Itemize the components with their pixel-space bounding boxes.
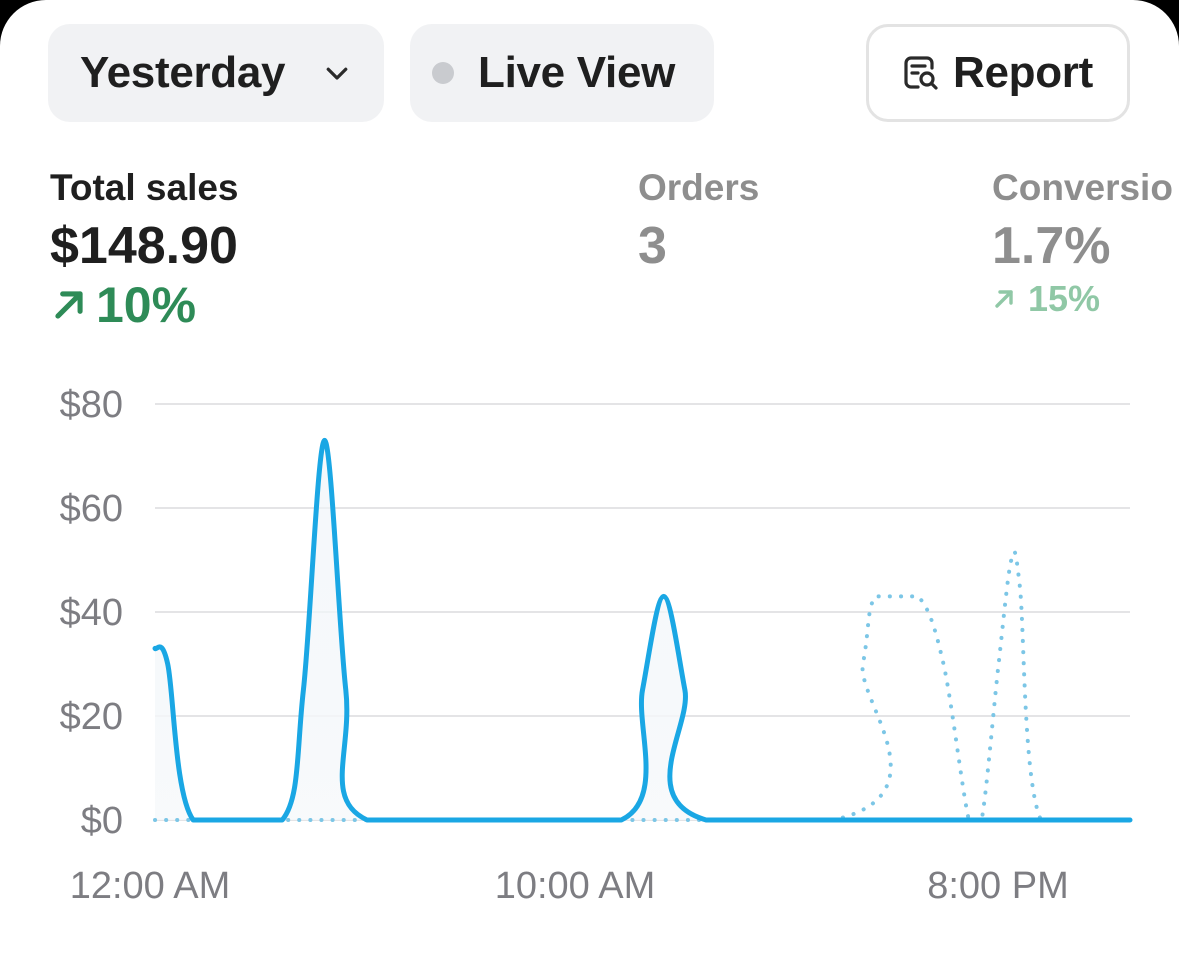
live-view-button[interactable]: Live View xyxy=(410,24,714,122)
arrow-up-right-icon xyxy=(55,291,83,319)
date-range-dropdown[interactable]: Yesterday xyxy=(48,24,384,122)
live-status-dot-icon xyxy=(432,62,454,84)
y-tick-label: $0 xyxy=(81,800,123,842)
metric-total-sales[interactable]: Total sales $148.90 10% xyxy=(50,166,239,334)
live-view-label: Live View xyxy=(478,48,676,97)
date-range-label: Yesterday xyxy=(80,48,286,97)
metric-value: 1.7% xyxy=(992,217,1111,275)
metric-orders[interactable]: Orders 3 xyxy=(638,166,759,276)
series-area xyxy=(155,440,1130,820)
current-series-line xyxy=(152,437,1133,823)
metric-change-value: 15% xyxy=(1028,278,1101,319)
sales-chart: $80 $60 $40 $20 $0 12:00 AM 10:00 AM 8:00 PM xyxy=(60,384,1133,907)
chevron-down-icon xyxy=(326,67,348,80)
report-button[interactable]: Report xyxy=(866,24,1130,122)
y-tick-label: $40 xyxy=(60,592,123,634)
metric-change: 15% xyxy=(992,278,1173,320)
metric-change: 10% xyxy=(50,276,239,334)
arrow-up-right-icon xyxy=(995,290,1013,308)
y-tick-label: $80 xyxy=(60,384,123,426)
metric-value: $148.90 xyxy=(50,217,238,275)
x-tick-label: 10:00 AM xyxy=(495,865,656,907)
x-axis: 12:00 AM 10:00 AM 8:00 PM xyxy=(70,865,1069,907)
chart-series xyxy=(152,437,1133,823)
metric-conversion[interactable]: Conversio 1.7% 15% xyxy=(992,166,1173,320)
report-search-icon xyxy=(904,56,938,90)
y-tick-label: $20 xyxy=(60,696,123,738)
x-tick-label: 8:00 PM xyxy=(927,865,1069,907)
metric-value: 3 xyxy=(638,217,667,275)
metric-label: Total sales xyxy=(50,167,239,208)
metric-label: Orders xyxy=(638,167,760,208)
metric-label: Conversio xyxy=(992,167,1173,208)
metric-change-value: 10% xyxy=(96,277,197,333)
x-tick-label: 12:00 AM xyxy=(70,865,231,907)
y-axis: $80 $60 $40 $20 $0 xyxy=(60,384,123,842)
y-tick-label: $60 xyxy=(60,488,123,530)
report-label: Report xyxy=(953,48,1093,97)
